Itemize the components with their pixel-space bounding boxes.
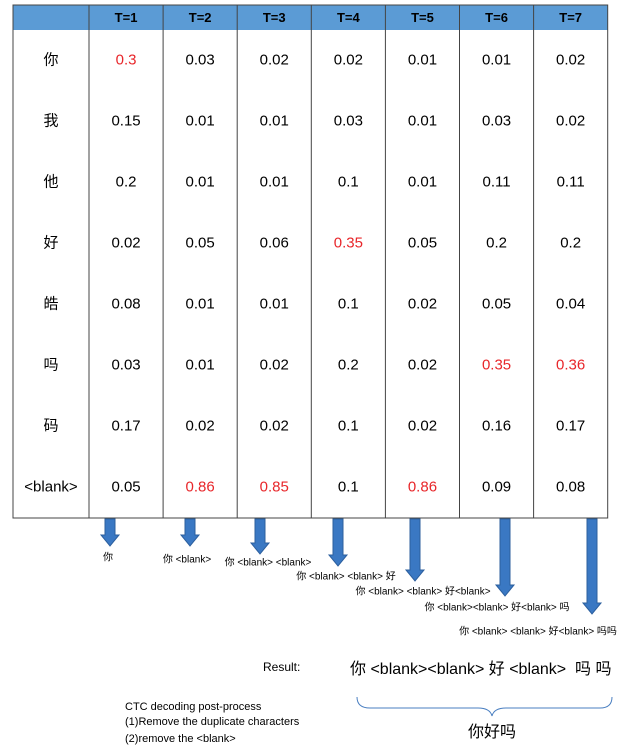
cell: 0.16: [482, 417, 511, 434]
cell: 0.01: [260, 173, 289, 190]
cell: 0.02: [260, 51, 289, 68]
row-label: 好: [43, 234, 58, 251]
cell: 0.05: [482, 295, 511, 312]
cell: 0.17: [556, 417, 585, 434]
cell: 0.08: [556, 478, 585, 495]
cell: 0.85: [260, 478, 289, 495]
arrow: [249, 518, 271, 555]
cell: 0.86: [186, 478, 215, 495]
row-label: <blank>: [24, 478, 78, 495]
cell: 0.2: [116, 173, 137, 190]
cell: 0.02: [111, 234, 140, 251]
final-result: 你好吗: [468, 723, 516, 741]
cell: 0.05: [408, 234, 437, 251]
cell: 0.03: [334, 112, 363, 129]
cell: 0.3: [116, 51, 137, 68]
arrow: [99, 518, 121, 547]
cell: 0.11: [483, 173, 511, 190]
cell: 0.05: [111, 478, 140, 495]
cell: 0.02: [556, 51, 585, 68]
cell: 0.05: [186, 234, 215, 251]
cell: 0.1: [338, 417, 359, 434]
step-label: 你 <blank> <blank>: [225, 556, 312, 569]
cell: 0.1: [338, 173, 359, 190]
column-header: T=6: [485, 10, 508, 25]
cell: 0.1: [338, 478, 359, 495]
arrow: [179, 518, 201, 547]
step-label: 你 <blank>: [163, 553, 212, 566]
column-header: T=1: [115, 10, 138, 25]
cell: 0.1: [338, 295, 359, 312]
step-label: 你 <blank> <blank> 好: [296, 570, 396, 583]
cell: 0.01: [186, 356, 215, 373]
cell: 0.02: [334, 51, 363, 68]
result-label: Result:: [263, 660, 300, 674]
step-label: 你 <blank> <blank> 好<blank>: [355, 585, 490, 598]
header-bg: [13, 5, 608, 30]
cell: 0.03: [482, 112, 511, 129]
cell: 0.17: [111, 417, 140, 434]
cell: 0.2: [338, 356, 359, 373]
cell: 0.03: [111, 356, 140, 373]
row-label: 你: [43, 51, 58, 68]
cell: 0.15: [111, 112, 140, 129]
cell: 0.11: [557, 173, 585, 190]
cell: 0.04: [556, 295, 585, 312]
step-label: 你 <blank> <blank> 好<blank> 吗吗: [459, 625, 617, 638]
step-label: 你 <blank><blank> 好<blank> 吗: [424, 601, 569, 614]
cell: 0.01: [408, 173, 437, 190]
column-header: T=5: [411, 10, 434, 25]
cell: 0.01: [482, 51, 511, 68]
row-label: 他: [43, 173, 58, 190]
step-label: 你: [103, 551, 113, 564]
cell: 0.01: [186, 173, 215, 190]
column-header: T=4: [337, 10, 361, 25]
cell: 0.02: [260, 417, 289, 434]
cell: 0.35: [482, 356, 511, 373]
column-header: T=7: [559, 10, 582, 25]
cell: 0.01: [260, 295, 289, 312]
row-label: 皓: [43, 295, 58, 312]
cell: 0.02: [408, 417, 437, 434]
cell: 0.01: [408, 112, 437, 129]
column-header: T=3: [263, 10, 286, 25]
cell: 0.01: [186, 112, 215, 129]
row-label: 码: [43, 417, 58, 434]
postprocess-step: (2)remove the <blank>: [125, 733, 236, 745]
postprocess-step: (1)Remove the duplicate characters: [125, 716, 300, 728]
row-label: 吗: [43, 356, 58, 373]
arrow: [581, 518, 603, 615]
cell: 0.02: [408, 295, 437, 312]
cell: 0.01: [186, 295, 215, 312]
cell: 0.2: [560, 234, 581, 251]
cell: 0.2: [486, 234, 507, 251]
cell: 0.02: [260, 356, 289, 373]
cell: 0.86: [408, 478, 437, 495]
cell: 0.01: [408, 51, 437, 68]
row-label: 我: [43, 112, 58, 129]
cell: 0.09: [482, 478, 511, 495]
arrow: [404, 518, 426, 582]
cell: 0.02: [408, 356, 437, 373]
cell: 0.35: [334, 234, 363, 251]
cell: 0.02: [556, 112, 585, 129]
table-border: [12, 4, 609, 519]
arrow: [327, 518, 349, 567]
cell: 0.08: [111, 295, 140, 312]
cell: 0.01: [260, 112, 289, 129]
cell: 0.06: [260, 234, 289, 251]
column-header: T=2: [189, 10, 212, 25]
cell: 0.02: [186, 417, 215, 434]
cell: 0.03: [186, 51, 215, 68]
postprocess-title: CTC decoding post-process: [125, 701, 262, 713]
brace: [356, 696, 613, 717]
cell: 0.36: [556, 356, 585, 373]
result-value: 你 <blank><blank> 好 <blank> 吗 吗: [350, 660, 612, 678]
arrow: [494, 518, 516, 597]
